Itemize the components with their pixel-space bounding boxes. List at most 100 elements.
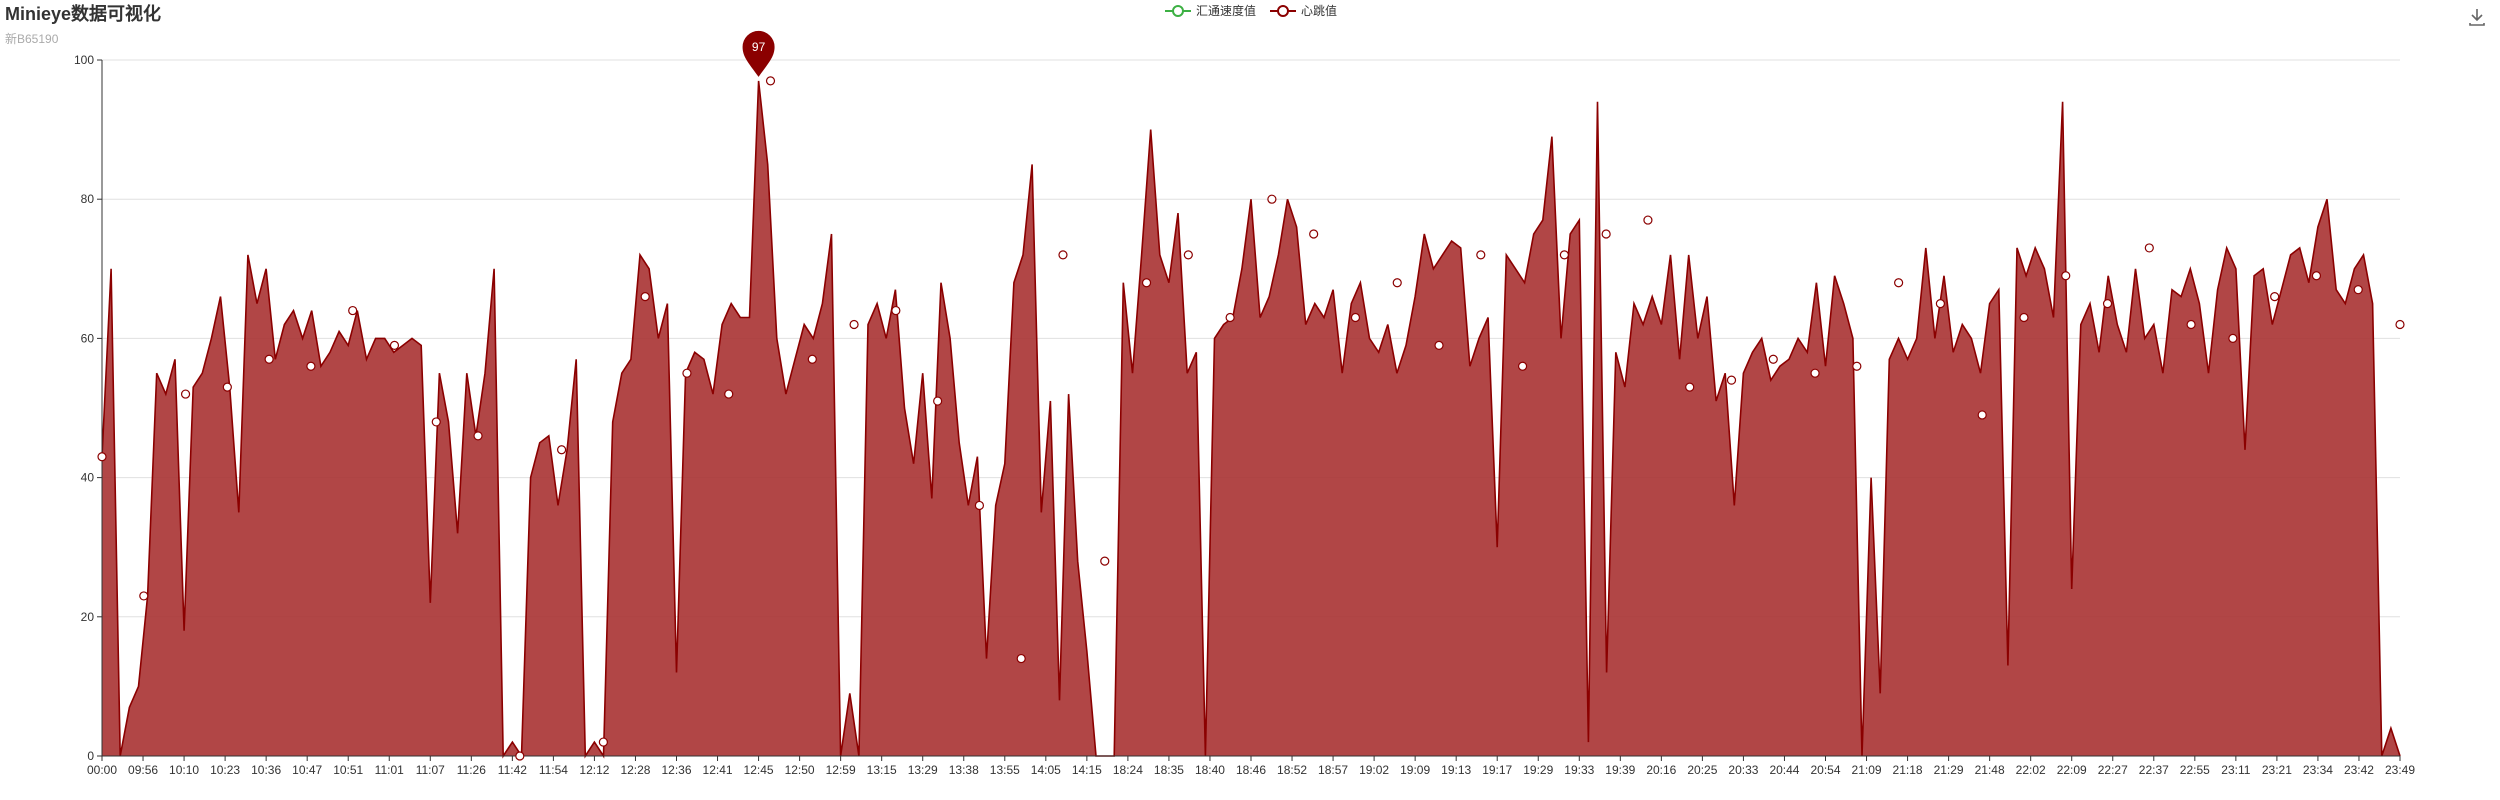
data-point-marker (2144, 243, 2154, 253)
data-point-marker (1517, 361, 1528, 371)
x-tick-label: 10:10 (169, 763, 199, 777)
data-point-marker (431, 417, 441, 427)
data-point-marker (1141, 278, 1152, 288)
data-point-marker (1685, 382, 1695, 392)
data-point-marker (2186, 319, 2196, 330)
series-area (101, 80, 2401, 759)
legend: 汇通速度值 心跳值 (1165, 2, 1337, 19)
data-point-marker (1768, 354, 1778, 364)
x-tick-label: 19:33 (1564, 763, 1594, 777)
page-subtitle: 新B65190 (5, 32, 59, 46)
x-tick-label: 12:28 (620, 763, 650, 777)
x-tick-label: 20:16 (1646, 763, 1676, 777)
x-tick-label: 20:33 (1728, 763, 1758, 777)
data-point-marker (1350, 312, 1361, 323)
data-point-marker (682, 368, 692, 378)
x-tick-label: 18:52 (1277, 763, 1307, 777)
data-point-marker (1476, 250, 1486, 260)
data-point-marker (556, 445, 567, 455)
data-point-marker (1726, 375, 1737, 385)
data-point-marker (1935, 299, 1946, 309)
axes (97, 59, 2401, 761)
x-tick-label: 11:26 (457, 763, 486, 777)
x-tick-label: 13:15 (867, 763, 897, 777)
legend-label-heartbeat: 心跳值 (1301, 4, 1338, 18)
data-point-marker (1559, 250, 1569, 260)
data-point-marker (2270, 292, 2280, 302)
data-point-marker (2061, 271, 2071, 281)
x-tick-label: 19:02 (1359, 763, 1389, 777)
x-tick-label: 12:36 (661, 763, 691, 777)
data-point-marker (473, 431, 483, 441)
data-point-marker (1810, 368, 1820, 378)
max-point-pin (742, 30, 775, 77)
x-tick-label: 14:05 (1031, 763, 1061, 777)
x-tick-label: 13:55 (990, 763, 1020, 777)
x-tick-label: 18:46 (1236, 763, 1266, 777)
data-point-marker (2353, 285, 2363, 295)
x-tick-label: 13:38 (949, 763, 979, 777)
data-markers: 97 (97, 30, 2405, 761)
x-tick-label: 19:13 (1441, 763, 1471, 777)
data-point-marker (2228, 333, 2238, 343)
x-tick-label: 11:07 (416, 763, 445, 777)
x-tick-label: 19:29 (1523, 763, 1553, 777)
x-tick-label: 12:50 (785, 763, 815, 777)
y-tick-label: 0 (87, 749, 94, 763)
x-tick-label: 11:54 (539, 763, 568, 777)
series-line-heartbeat (101, 80, 2401, 759)
max-point-label: 97 (752, 40, 766, 54)
data-point-marker (264, 354, 274, 364)
data-point-marker (306, 361, 316, 371)
data-point-marker (849, 319, 859, 330)
data-point-marker (2019, 312, 2029, 323)
data-point-marker (598, 737, 608, 747)
data-point-marker (1434, 340, 1444, 350)
x-tick-label: 20:44 (1769, 763, 1799, 777)
x-tick-label: 23:11 (2221, 763, 2250, 777)
data-point-marker (724, 389, 734, 399)
x-tick-label: 13:29 (908, 763, 938, 777)
x-tick-label: 18:40 (1195, 763, 1225, 777)
x-tick-label: 19:09 (1400, 763, 1430, 777)
download-icon[interactable] (2466, 6, 2488, 28)
y-tick-label: 80 (81, 192, 95, 206)
x-tick-label: 19:17 (1482, 763, 1512, 777)
data-point-marker (974, 500, 985, 511)
data-point-marker (1058, 250, 1068, 260)
data-point-marker (2395, 319, 2405, 330)
x-tick-label: 10:36 (251, 763, 281, 777)
y-tick-label: 100 (74, 53, 94, 67)
legend-label-speed: 汇通速度值 (1196, 4, 1257, 18)
data-point-marker (389, 340, 400, 350)
data-point-marker (1016, 653, 1026, 664)
data-point-marker (1977, 410, 1987, 420)
data-point-marker (1100, 556, 1110, 566)
x-tick-label: 21:29 (1934, 763, 1964, 777)
legend-item-heartbeat[interactable]: 心跳值 (1270, 2, 1337, 19)
data-point-marker (765, 76, 776, 86)
x-tick-label: 11:42 (498, 763, 527, 777)
x-tick-label: 20:25 (1687, 763, 1717, 777)
data-point-marker (1852, 361, 1862, 371)
x-tick-label: 23:21 (2262, 763, 2292, 777)
x-tick-label: 23:34 (2303, 763, 2333, 777)
legend-item-speed[interactable]: 汇通速度值 (1165, 2, 1256, 19)
x-tick-label: 18:57 (1318, 763, 1348, 777)
data-point-marker (139, 591, 149, 601)
x-tick-label: 23:49 (2385, 763, 2415, 777)
x-tick-label: 11:01 (375, 763, 404, 777)
x-tick-label: 22:55 (2180, 763, 2210, 777)
x-tick-label: 19:39 (1605, 763, 1635, 777)
x-tick-label: 12:59 (826, 763, 856, 777)
data-point-marker (1601, 229, 1611, 239)
data-point-marker (2311, 271, 2322, 281)
x-tick-label: 21:48 (1975, 763, 2005, 777)
x-tick-label: 10:47 (292, 763, 322, 777)
x-tick-label: 09:56 (128, 763, 158, 777)
data-point-marker (1267, 194, 1277, 204)
x-tick-label: 18:24 (1113, 763, 1143, 777)
data-point-marker (515, 751, 525, 761)
x-tick-label: 10:51 (333, 763, 363, 777)
x-tick-label: 22:37 (2139, 763, 2169, 777)
